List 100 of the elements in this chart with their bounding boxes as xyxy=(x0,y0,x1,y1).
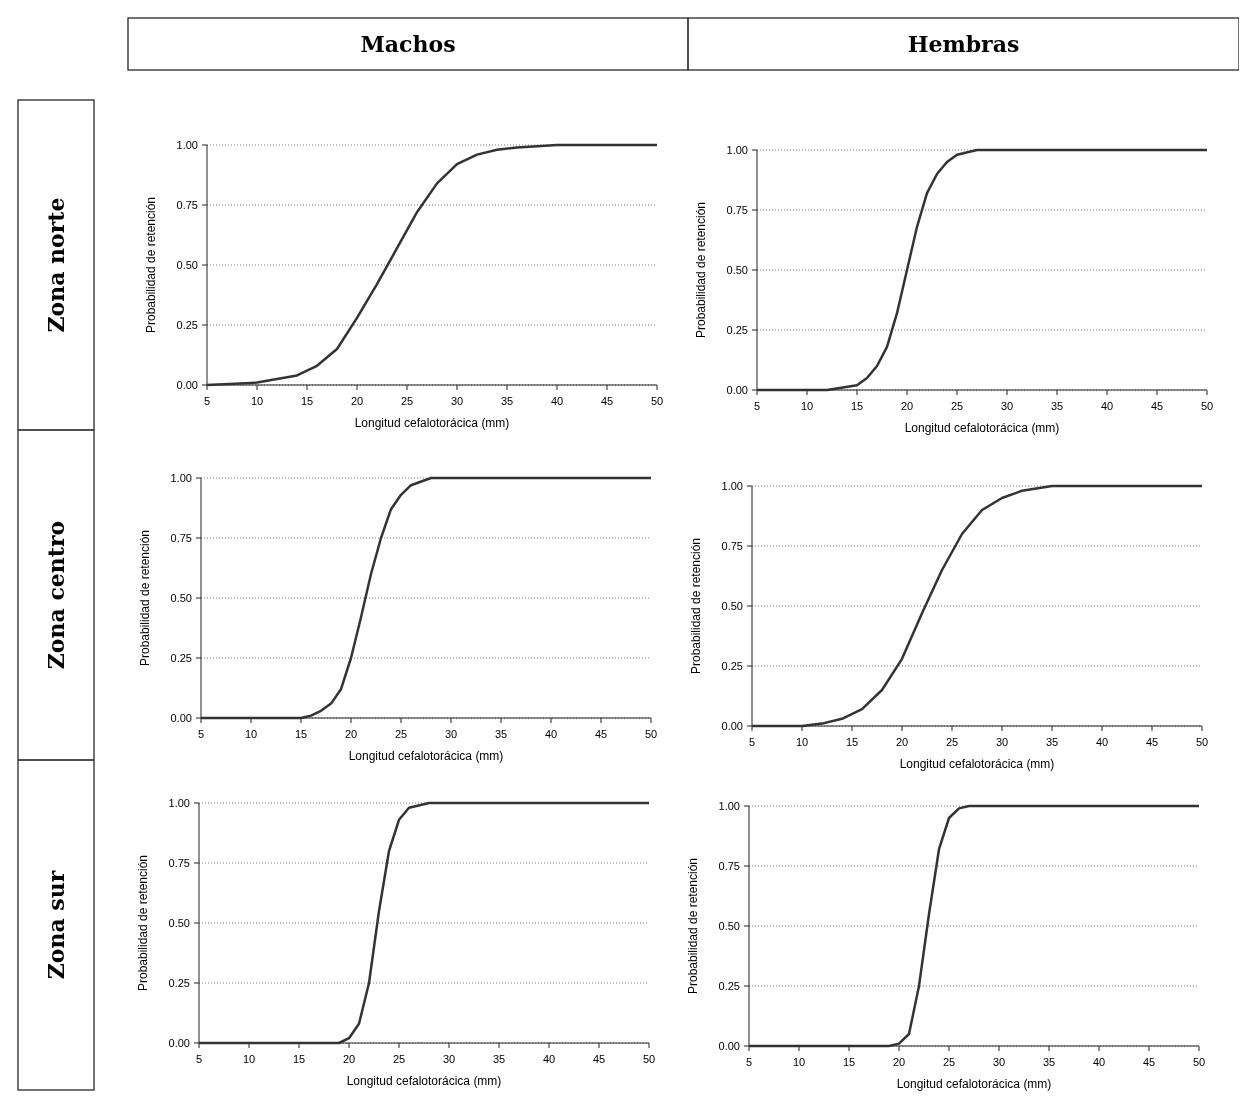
y-tick-label: 0.75 xyxy=(176,198,198,211)
x-axis-title: Longitud cefalotorácica (mm) xyxy=(899,757,1055,771)
x-tick-label: 20 xyxy=(900,400,914,412)
x-tick-label: 40 xyxy=(550,395,564,407)
x-tick-label: 50 xyxy=(642,1053,656,1065)
x-tick-label: 30 xyxy=(442,1053,456,1065)
x-tick-label: 30 xyxy=(995,736,1009,748)
x-tick-label: 25 xyxy=(945,736,959,748)
x-tick-label: 25 xyxy=(950,400,964,412)
x-tick-label: 30 xyxy=(450,395,464,407)
y-tick-label: 0.75 xyxy=(718,859,740,872)
x-tick-label: 10 xyxy=(792,1056,806,1068)
y-axis-title: Probabilidad de retención xyxy=(144,196,158,334)
x-tick-label: 20 xyxy=(892,1056,906,1068)
x-tick-label: 15 xyxy=(842,1056,856,1068)
x-axis-title: Longitud cefalotorácica (mm) xyxy=(348,749,504,763)
x-tick-label: 30 xyxy=(1000,400,1014,412)
x-tick-label: 25 xyxy=(400,395,414,407)
x-tick-label: 10 xyxy=(795,736,809,748)
x-tick-label: 5 xyxy=(745,1056,753,1068)
y-axis-title: Probabilidad de retención xyxy=(694,201,708,339)
x-tick-label: 45 xyxy=(592,1053,606,1065)
x-tick-label: 35 xyxy=(1042,1056,1056,1068)
x-tick-label: 10 xyxy=(244,728,258,740)
line-series xyxy=(205,143,659,387)
x-tick-label: 20 xyxy=(344,728,358,740)
x-tick-label: 20 xyxy=(350,395,364,407)
x-tick-label: 10 xyxy=(800,400,814,412)
text: Zona norte xyxy=(42,197,69,333)
x-tick-label: 35 xyxy=(1050,400,1064,412)
x-tick-label: 45 xyxy=(1150,400,1164,412)
x-tick-label: 40 xyxy=(1095,736,1109,748)
text: Zona centro xyxy=(42,520,69,670)
y-tick-label: 0.75 xyxy=(170,531,192,544)
x-axis-title: Longitud cefalotorácica (mm) xyxy=(896,1077,1052,1091)
y-tick-label: 0.50 xyxy=(726,263,748,276)
y-tick-label: 0.75 xyxy=(721,539,743,552)
x-tick-label: 5 xyxy=(748,736,756,748)
x-axis-title: Longitud cefalotorácica (mm) xyxy=(346,1074,502,1088)
y-tick-label: 1.00 xyxy=(176,138,198,151)
x-tick-label: 50 xyxy=(650,395,664,407)
x-tick-label: 15 xyxy=(294,728,308,740)
x-tick-label: 35 xyxy=(1045,736,1059,748)
y-tick-label: 1.00 xyxy=(721,479,743,492)
text: Machos xyxy=(360,31,456,57)
y-tick-label: 0.75 xyxy=(726,203,748,216)
x-axis-title: Longitud cefalotorácica (mm) xyxy=(354,416,510,430)
x-tick-label: 30 xyxy=(992,1056,1006,1068)
y-tick-label: 0.00 xyxy=(721,719,743,732)
x-tick-label: 5 xyxy=(203,395,211,407)
x-tick-label: 50 xyxy=(1192,1056,1206,1068)
x-tick-label: 10 xyxy=(242,1053,256,1065)
text: Zona sur xyxy=(42,870,69,980)
y-axis-title: Probabilidad de retención xyxy=(689,537,703,675)
y-tick-label: 0.50 xyxy=(170,591,192,604)
x-tick-label: 45 xyxy=(1145,736,1159,748)
x-tick-label: 15 xyxy=(845,736,859,748)
y-tick-label: 0.25 xyxy=(168,976,190,989)
y-tick-label: 1.00 xyxy=(718,799,740,812)
y-tick-label: 0.50 xyxy=(168,916,190,929)
line-series xyxy=(747,804,1201,1048)
y-tick-label: 0.00 xyxy=(170,711,192,724)
y-tick-label: 0.75 xyxy=(168,856,190,869)
y-tick-label: 0.25 xyxy=(170,651,192,664)
x-tick-label: 50 xyxy=(644,728,658,740)
x-tick-label: 45 xyxy=(594,728,608,740)
x-tick-label: 15 xyxy=(850,400,864,412)
x-tick-label: 35 xyxy=(500,395,514,407)
x-tick-label: 50 xyxy=(1195,736,1209,748)
y-tick-label: 0.25 xyxy=(718,979,740,992)
x-tick-label: 5 xyxy=(753,400,761,412)
x-tick-label: 40 xyxy=(1092,1056,1106,1068)
x-tick-label: 30 xyxy=(444,728,458,740)
x-tick-label: 25 xyxy=(394,728,408,740)
y-tick-label: 0.50 xyxy=(176,258,198,271)
y-tick-label: 0.00 xyxy=(718,1039,740,1052)
y-axis-title: Probabilidad de retención xyxy=(686,857,700,995)
y-tick-label: 0.00 xyxy=(176,378,198,391)
x-tick-label: 40 xyxy=(542,1053,556,1065)
x-axis-title: Longitud cefalotorácica (mm) xyxy=(904,421,1060,435)
line-series xyxy=(199,476,653,720)
x-tick-label: 5 xyxy=(197,728,205,740)
x-tick-label: 15 xyxy=(292,1053,306,1065)
y-tick-label: 0.00 xyxy=(168,1036,190,1049)
x-tick-label: 35 xyxy=(494,728,508,740)
x-tick-label: 25 xyxy=(392,1053,406,1065)
x-tick-label: 40 xyxy=(544,728,558,740)
y-tick-label: 0.25 xyxy=(721,659,743,672)
x-tick-label: 45 xyxy=(600,395,614,407)
line-series xyxy=(197,801,651,1045)
y-tick-label: 0.50 xyxy=(718,919,740,932)
y-axis-title: Probabilidad de retención xyxy=(138,529,152,667)
x-tick-label: 15 xyxy=(300,395,314,407)
line-series xyxy=(750,484,1204,728)
x-tick-label: 45 xyxy=(1142,1056,1156,1068)
y-tick-label: 0.25 xyxy=(176,318,198,331)
y-tick-label: 0.25 xyxy=(726,323,748,336)
line-series xyxy=(755,148,1209,392)
y-tick-label: 1.00 xyxy=(726,143,748,156)
y-axis-title: Probabilidad de retención xyxy=(136,854,150,992)
